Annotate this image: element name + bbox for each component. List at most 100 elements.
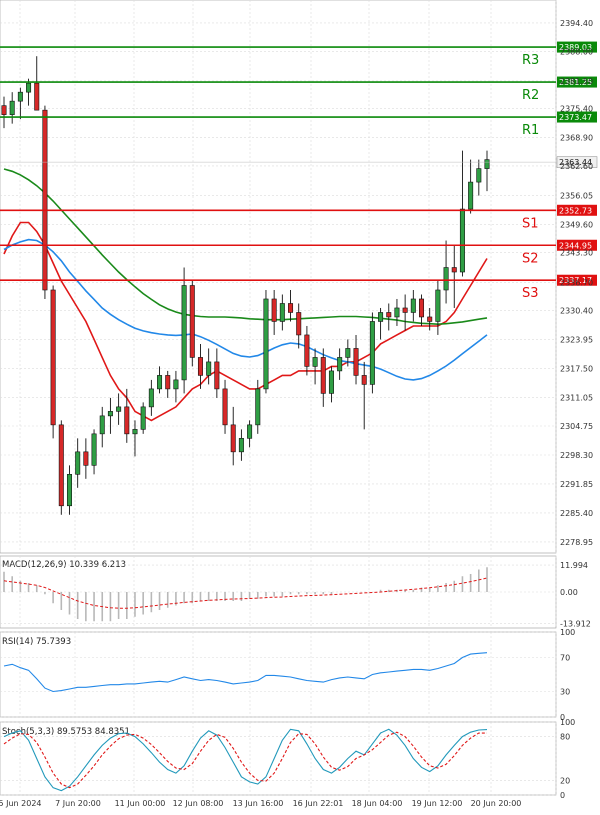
- level-price-tag: [557, 239, 597, 251]
- candle: [255, 379, 261, 434]
- axis-tick-label: 2375.40: [560, 104, 593, 113]
- candle-body: [181, 285, 187, 381]
- candle-body: [173, 379, 179, 390]
- candle: [230, 406, 236, 466]
- candle-body: [124, 406, 130, 435]
- candle-body: [83, 451, 89, 466]
- level-label: S1: [522, 216, 539, 231]
- candle-body: [140, 406, 146, 430]
- candle: [263, 289, 269, 394]
- candle-body: [271, 298, 277, 322]
- moving-averages: [3, 168, 488, 422]
- candle: [99, 406, 105, 448]
- axis-tick-label: 0.00: [560, 588, 578, 597]
- time-axis-label: 19 Jun 12:00: [412, 799, 463, 808]
- candle: [214, 348, 220, 398]
- candle-body: [247, 424, 253, 439]
- candle: [394, 298, 400, 326]
- rsi-line: [3, 652, 488, 693]
- level-price-tag: [557, 41, 597, 53]
- axis-tick-label: 2362.60: [560, 162, 593, 171]
- axis-tick-label: 2356.05: [560, 191, 593, 200]
- rsi-grid: [0, 631, 557, 718]
- candle: [181, 267, 187, 394]
- candle: [116, 393, 122, 425]
- moving-average-line: [3, 221, 488, 422]
- candle-body: [91, 433, 97, 466]
- level-label: R2: [522, 88, 539, 103]
- candle: [124, 388, 130, 443]
- candle: [369, 312, 375, 394]
- level-price-text: 2389.03: [559, 43, 592, 52]
- macd-panel[interactable]: MACD(12,26,9) 10.339 6.213 11.9940.00-13…: [0, 555, 591, 628]
- rsi-panel[interactable]: RSI(14) 75.7393 100 70 30 0: [0, 628, 575, 722]
- candle: [451, 245, 457, 308]
- price-panel[interactable]: R3 2389.03 R2 2381.25 R1 2373.47 S1 2352.73 S2 23…: [0, 0, 598, 554]
- macd-signal-path: [3, 577, 488, 609]
- candle-body: [148, 388, 154, 408]
- candle-body: [320, 357, 326, 394]
- axis-tick-label: 2291.85: [560, 480, 593, 489]
- candle-body: [386, 312, 392, 318]
- candle: [459, 150, 465, 277]
- level-s3: S3 2337.17: [0, 274, 597, 301]
- current-price-marker: 2363.44: [0, 156, 598, 168]
- time-axis-label: 11 Jun 00:00: [115, 799, 166, 808]
- axis-tick-label: 2278.95: [560, 538, 593, 547]
- candle-body: [197, 357, 203, 376]
- candle-body: [66, 474, 72, 507]
- candle: [50, 285, 56, 439]
- candle: [91, 429, 97, 475]
- candle: [345, 339, 351, 367]
- candle-body: [296, 312, 302, 336]
- candle: [132, 420, 138, 457]
- candle: [165, 370, 171, 398]
- candle: [304, 325, 310, 376]
- candle-body: [443, 267, 449, 291]
- candle-body: [288, 303, 294, 313]
- candle: [26, 78, 32, 106]
- candle-body: [157, 375, 163, 390]
- moving-average-line: [3, 168, 488, 326]
- axis-tick-label: 70: [560, 654, 570, 663]
- level-price-text: 2344.95: [559, 241, 592, 250]
- candle-body: [369, 321, 375, 385]
- current-price-tag: [556, 156, 598, 168]
- current-price-text: 2363.44: [559, 158, 592, 167]
- stoch-panel[interactable]: Stoch(5,3,3) 89.5753 84.8351 100 80 20 0: [0, 718, 575, 800]
- candle-body: [451, 267, 457, 273]
- candle: [320, 348, 326, 407]
- candle: [435, 280, 441, 335]
- time-axis-label: 13 Jun 16:00: [233, 799, 284, 808]
- candle-body: [230, 424, 236, 453]
- candle: [173, 370, 179, 403]
- axis-tick-label: -13.912: [560, 619, 591, 628]
- candle: [1, 96, 7, 129]
- candle-body: [58, 424, 64, 507]
- candle-body: [238, 438, 244, 453]
- candle-body: [107, 411, 113, 417]
- candle: [337, 348, 343, 380]
- axis-tick-label: 80: [560, 733, 570, 742]
- candle: [42, 105, 48, 299]
- level-label: S2: [522, 251, 539, 266]
- candle-body: [222, 388, 228, 426]
- level-price-text: 2352.73: [559, 206, 592, 215]
- candle: [83, 438, 89, 479]
- candle-body: [410, 298, 416, 313]
- stoch-grid: [0, 721, 557, 796]
- candle: [222, 379, 228, 434]
- candle-body: [75, 451, 81, 475]
- level-r3: R3 2389.03: [0, 41, 597, 68]
- candle-body: [26, 82, 32, 93]
- candle-body: [304, 334, 310, 367]
- stoch-d-line: [3, 731, 488, 789]
- candle-body: [214, 361, 220, 390]
- axis-tick-label: 2349.60: [560, 220, 593, 229]
- candle: [328, 366, 334, 403]
- candle: [58, 420, 64, 515]
- time-axis-label: 5 Jun 2024: [0, 799, 42, 808]
- candles: [1, 56, 490, 515]
- level-label: S3: [522, 286, 539, 301]
